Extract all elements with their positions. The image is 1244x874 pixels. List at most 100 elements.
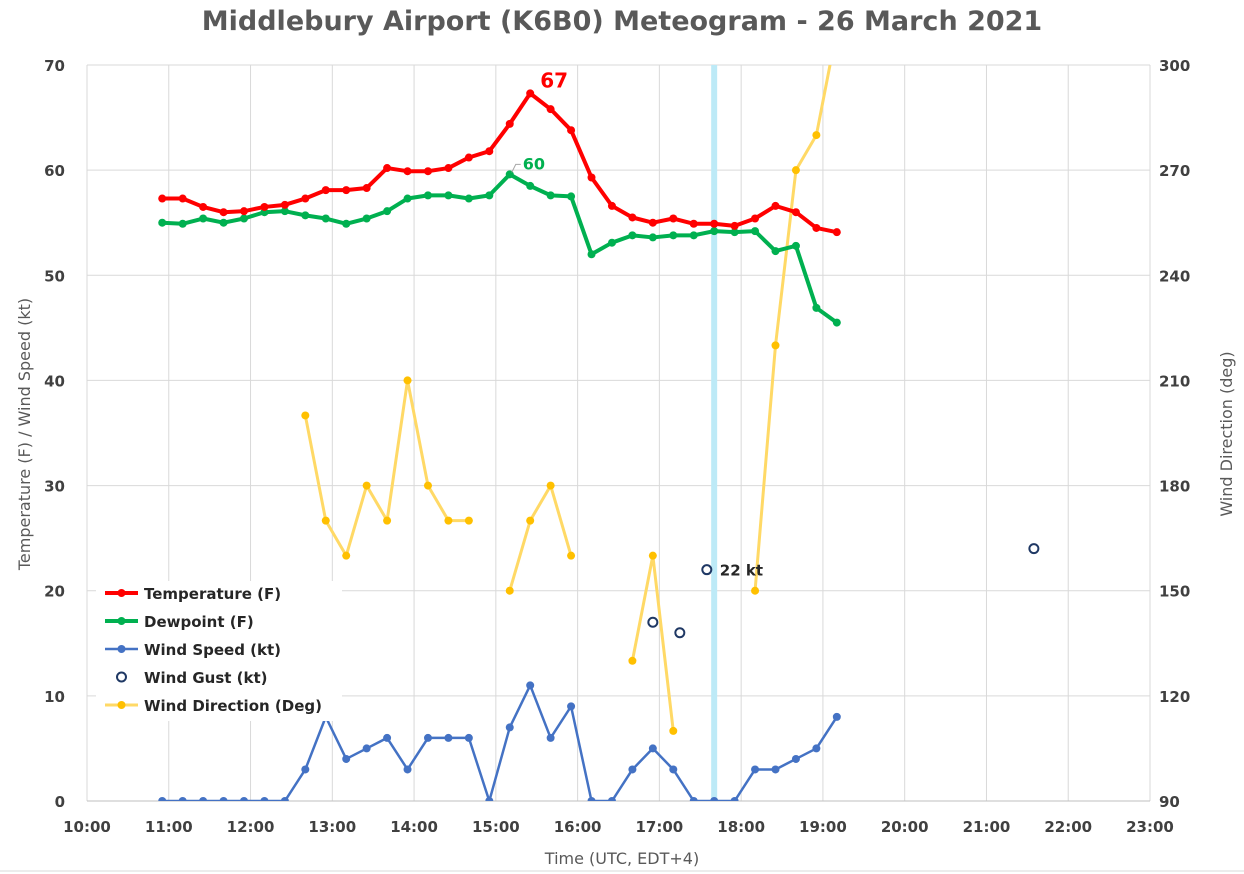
series-wind-direction-deg: [301, 65, 832, 735]
data-point: [812, 223, 821, 232]
data-point: [178, 194, 187, 203]
data-point: [791, 754, 800, 763]
legend-label: Wind Gust (kt): [144, 669, 268, 687]
data-point: [689, 797, 698, 801]
series-line: [160, 91, 839, 235]
data-point: [587, 797, 596, 801]
data-point: [1028, 543, 1040, 555]
data-point: [321, 516, 330, 525]
data-point: [178, 219, 187, 228]
y-right-tick-label: 120: [1159, 688, 1190, 706]
data-point: [280, 797, 289, 801]
x-tick-label: 11:00: [145, 818, 193, 836]
data-point: [710, 797, 719, 801]
data-point: [812, 303, 821, 312]
data-point: [751, 586, 760, 595]
data-point: [280, 200, 289, 209]
y-left-tick-label: 50: [44, 267, 65, 285]
data-point: [301, 211, 310, 220]
legend-background: [96, 581, 342, 721]
y-left-tick-label: 70: [44, 57, 65, 75]
data-point: [158, 218, 167, 227]
x-axis-title: Time (UTC, EDT+4): [544, 849, 699, 868]
series-temperature-f: [158, 89, 841, 237]
data-point: [362, 214, 371, 223]
data-point: [628, 765, 637, 774]
data-point: [607, 201, 616, 210]
data-point: [342, 551, 351, 560]
data-point: [383, 733, 392, 742]
data-point: [260, 202, 269, 211]
data-point: [689, 231, 698, 240]
data-point: [321, 186, 330, 195]
data-point: [342, 754, 351, 763]
data-point: [505, 586, 514, 595]
y-right-tick-label: 300: [1159, 57, 1190, 75]
data-point: [689, 219, 698, 228]
data-point: [832, 712, 841, 721]
data-point: [701, 564, 713, 576]
data-point: [648, 233, 657, 242]
data-point: [751, 765, 760, 774]
data-point: [403, 167, 412, 176]
y-left-tick-label: 40: [44, 372, 65, 390]
data-point: [567, 192, 576, 201]
data-point: [771, 341, 780, 350]
data-point: [342, 219, 351, 228]
x-tick-label: 21:00: [963, 818, 1011, 836]
data-point: [812, 744, 821, 753]
data-point: [648, 218, 657, 227]
data-point: [710, 219, 719, 228]
data-point: [751, 214, 760, 223]
data-point: [239, 797, 248, 801]
data-point: [771, 765, 780, 774]
data-point: [669, 726, 678, 735]
data-point: [791, 166, 800, 175]
data-point: [383, 164, 392, 173]
y-left-tick-label: 20: [44, 583, 65, 601]
data-point: [199, 797, 208, 801]
data-point: [321, 214, 330, 223]
data-point: [607, 238, 616, 247]
wind-gust-label: 22 kt: [720, 562, 763, 580]
data-point: [485, 797, 494, 801]
data-point: [832, 228, 841, 237]
legend-item: Dewpoint (F): [105, 613, 254, 631]
data-point: [832, 318, 841, 327]
y-axis-left-title: Temperature (F) / Wind Speed (kt): [15, 298, 34, 571]
data-point: [669, 765, 678, 774]
legend-item: Wind Speed (kt): [105, 641, 281, 659]
data-point: [219, 797, 228, 801]
dewpoint-leader-line: [511, 163, 521, 173]
legend-item: Wind Gust (kt): [116, 669, 268, 687]
legend-swatch-marker: [117, 589, 126, 597]
data-point: [219, 218, 228, 227]
y-left-tick-label: 0: [55, 793, 65, 811]
data-point: [526, 516, 535, 525]
y-right-tick-label: 240: [1159, 267, 1190, 285]
data-point: [444, 516, 453, 525]
legend-label: Temperature (F): [144, 585, 281, 603]
data-point: [362, 184, 371, 193]
data-point: [628, 231, 637, 240]
data-point: [403, 376, 412, 385]
data-point: [219, 208, 228, 217]
series-line: [508, 484, 573, 593]
data-point: [423, 167, 432, 176]
data-point: [648, 744, 657, 753]
data-point: [546, 733, 555, 742]
data-point: [383, 207, 392, 216]
legend-label: Dewpoint (F): [144, 613, 254, 631]
highlight-time-marker: [711, 65, 718, 801]
legend-swatch-marker: [117, 617, 126, 625]
y-right-tick-label: 270: [1159, 162, 1190, 180]
data-point: [505, 119, 514, 128]
legend-item: Wind Direction (Deg): [105, 697, 322, 715]
data-point: [464, 153, 473, 162]
data-point: [546, 481, 555, 490]
legend-label: Wind Speed (kt): [144, 641, 281, 659]
dewpoint-peak-label: 60: [523, 154, 545, 173]
chart-title: Middlebury Airport (K6B0) Meteogram - 26…: [202, 6, 1042, 37]
data-point: [158, 194, 167, 203]
